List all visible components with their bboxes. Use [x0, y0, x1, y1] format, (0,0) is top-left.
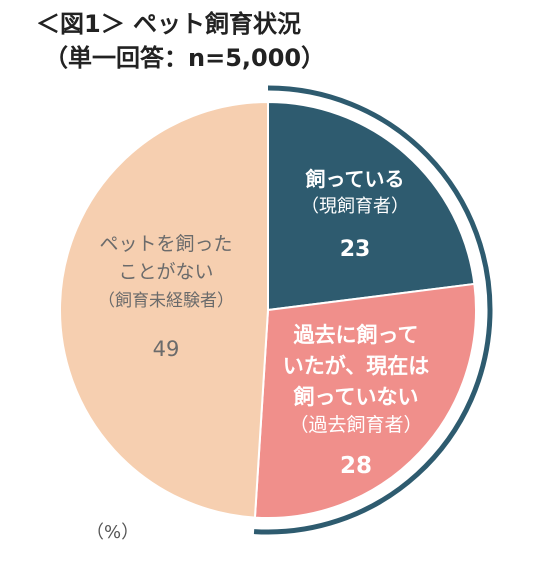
slice-label-3-line-1: ペットを飼った: [99, 233, 232, 255]
slice-value-1: 23: [340, 237, 371, 262]
chart-subtitle: （単一回答：n=5,000）: [44, 44, 326, 72]
pie-slice-1: [267, 100, 476, 312]
pie-slice-3: [59, 100, 269, 519]
slice-sublabel-1: （現飼育者）: [301, 196, 409, 217]
slice-sublabel-2: （過去飼育者）: [289, 414, 422, 436]
slice-label-3-line-2: ことがない: [118, 261, 213, 283]
slice-value-2: 28: [340, 453, 372, 479]
slice-sublabel-3: （飼育未経験者）: [98, 291, 234, 311]
slice-label-2-line-3: 飼っていない: [293, 385, 419, 409]
highlight-ring: [253, 85, 493, 535]
slice-value-3: 49: [153, 337, 180, 361]
pie-slice-2: [253, 282, 477, 519]
slice-label-1-line-1: 飼っている: [305, 167, 405, 191]
slice-label-2-line-1: 過去に飼って: [294, 323, 419, 347]
slice-label-2-line-2: いたが、現在は: [283, 354, 430, 378]
unit-label: （%）: [86, 522, 140, 543]
chart-title: ＜図1＞ ペット飼育状況: [36, 10, 302, 38]
